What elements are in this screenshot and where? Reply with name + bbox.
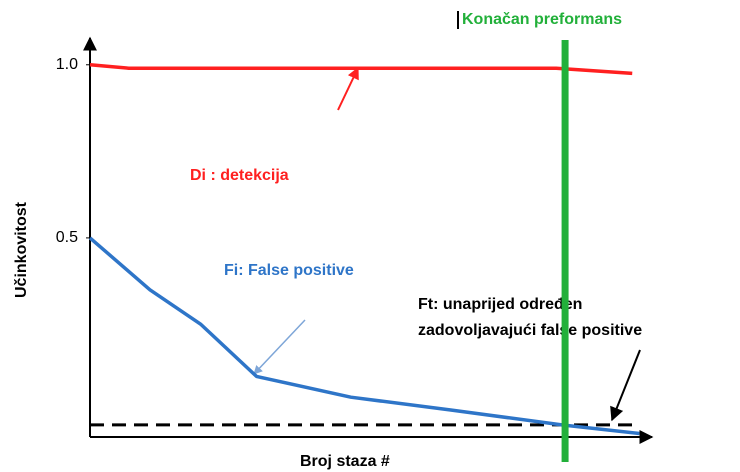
series-label: Di : detekcija (190, 167, 289, 184)
threshold-label: Ft: unaprijed određen (418, 296, 582, 313)
y-axis-label: Učinkovitost (13, 201, 30, 298)
title-bar (457, 11, 459, 29)
annotation-arrow (337, 66, 359, 111)
y-tick-label: 1.0 (56, 56, 78, 73)
series-label: Fi: False positive (224, 262, 354, 279)
annotation-arrow (610, 349, 641, 422)
final-label: Konačan preformans (462, 11, 622, 28)
series-line (88, 236, 640, 436)
annotation-arrow (253, 319, 306, 375)
series-line (89, 63, 633, 76)
x-axis-label: Broj staza # (300, 453, 390, 470)
threshold-label: zadovoljavajući false positive (418, 322, 642, 339)
y-tick-label: 0.5 (56, 229, 78, 246)
